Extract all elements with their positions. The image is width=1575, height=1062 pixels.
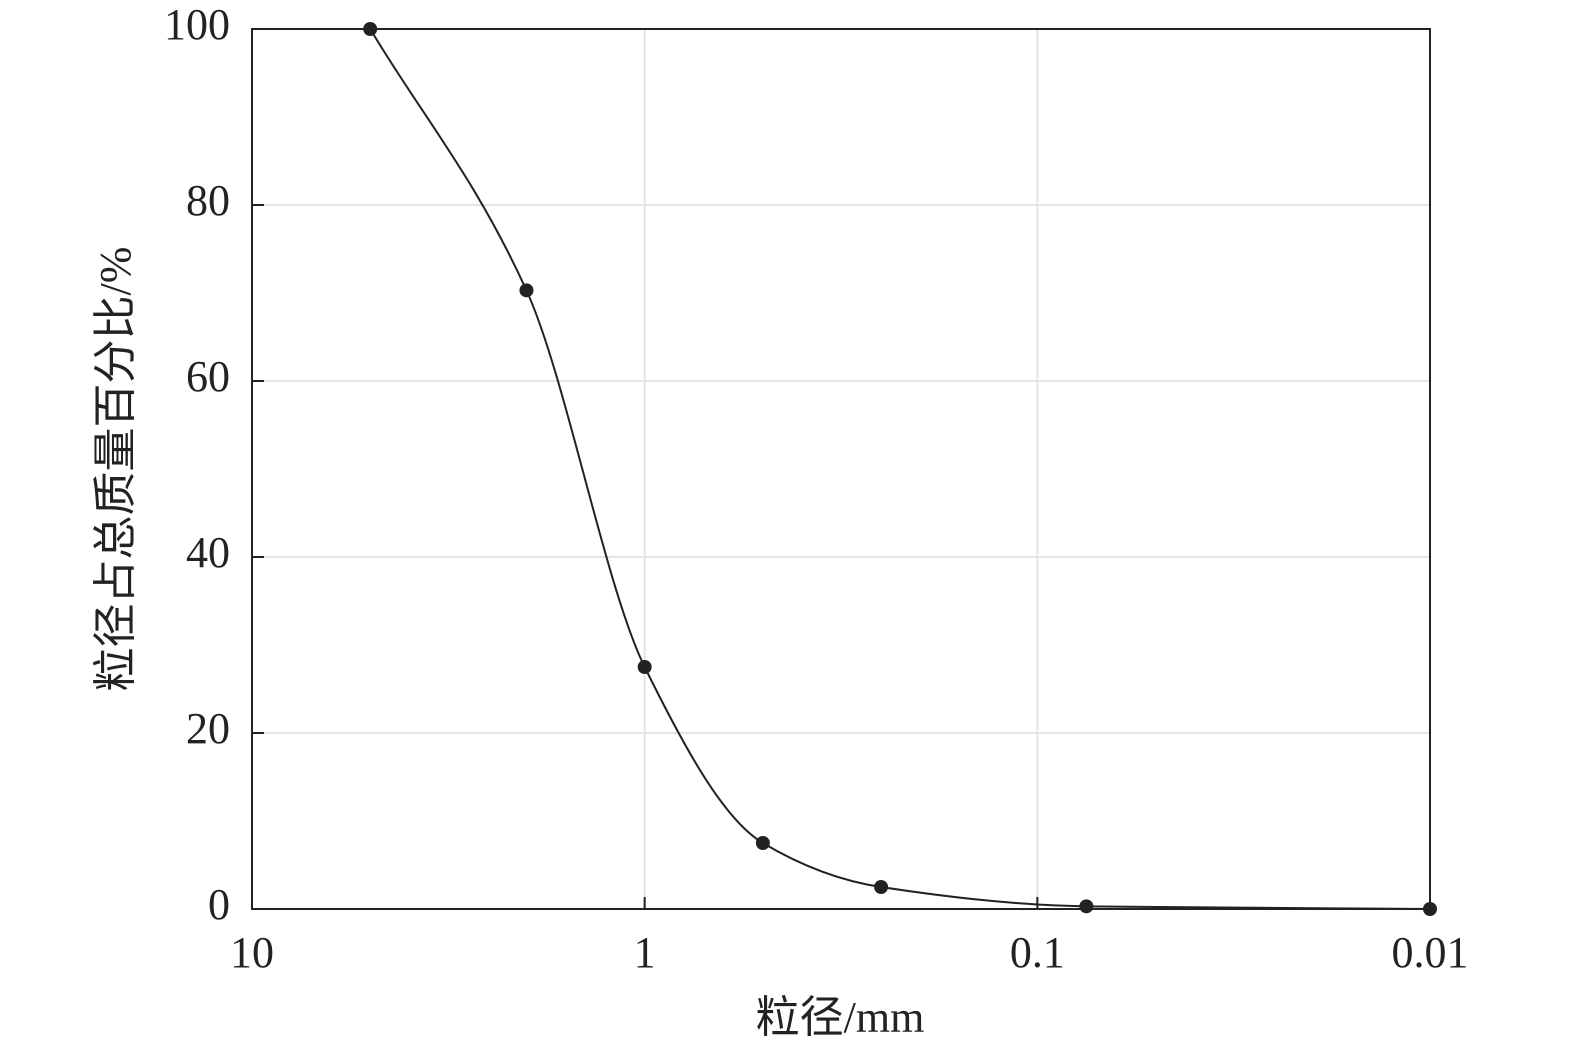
x-tick-label: 1 bbox=[634, 928, 656, 977]
x-tick-label: 0.01 bbox=[1392, 928, 1469, 977]
data-point bbox=[363, 22, 378, 36]
x-tick-label: 10 bbox=[230, 928, 274, 977]
y-tick-label: 80 bbox=[186, 176, 230, 225]
y-tick-label: 20 bbox=[186, 704, 230, 753]
data-point bbox=[519, 283, 534, 298]
y-tick-label: 60 bbox=[186, 352, 230, 401]
data-point bbox=[1079, 899, 1094, 914]
data-point bbox=[637, 660, 652, 674]
y-tick-label: 0 bbox=[208, 880, 230, 929]
plot-frame bbox=[251, 28, 1431, 910]
x-axis-label: 粒径/mm bbox=[756, 993, 925, 1042]
x-tick-label: 0.1 bbox=[1010, 928, 1065, 977]
data-point bbox=[874, 880, 889, 894]
data-line bbox=[369, 28, 1431, 910]
y-tick-label: 100 bbox=[164, 0, 230, 49]
y-axis-label: 粒径占总质量百分比/% bbox=[91, 247, 140, 692]
data-point bbox=[755, 836, 770, 850]
y-tick-label: 40 bbox=[186, 528, 230, 577]
data-point bbox=[1423, 902, 1437, 916]
